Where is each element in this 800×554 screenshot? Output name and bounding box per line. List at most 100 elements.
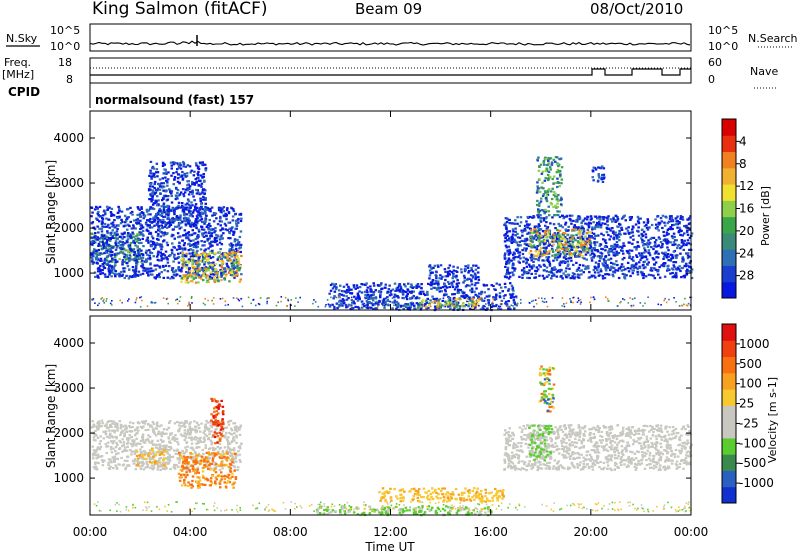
heatmap-cell [240,297,242,300]
heatmap-cell [220,269,223,273]
heatmap-cell [416,283,420,286]
heatmap-cell [176,218,179,221]
heatmap-cell [562,237,565,240]
heatmap-cell [560,166,564,169]
heatmap-cell [113,264,117,267]
heatmap-cell [582,237,585,240]
heatmap-cell [366,293,370,296]
heatmap-cell [513,307,516,310]
heatmap-cell [654,251,658,254]
heatmap-cell [120,210,124,213]
heatmap-cell [136,260,139,264]
heatmap-cell [200,277,203,280]
heatmap-cell [672,261,675,264]
heatmap-cell [616,253,619,256]
heatmap-cell [586,251,590,254]
heatmap-cell [574,275,577,278]
heatmap-cell [561,297,564,299]
heatmap-cell [142,269,145,272]
heatmap-cell [352,300,355,303]
heatmap-cell [510,259,513,262]
heatmap-cell [518,254,521,257]
heatmap-cell [580,229,583,232]
heatmap-cell [173,257,177,260]
colorbar-segment [722,151,736,169]
heatmap-cell [568,236,572,239]
heatmap-cell [134,268,137,271]
heatmap-cell [219,210,222,213]
heatmap-cell [188,209,191,213]
heatmap-cell [235,272,238,275]
heatmap-cell [197,170,200,174]
heatmap-cell [510,241,514,244]
heatmap-cell [626,251,630,254]
heatmap-cell [333,283,336,286]
heatmap-cell [603,276,607,280]
heatmap-cell [549,201,553,204]
heatmap-cell [167,225,171,228]
heatmap-cell [92,233,96,236]
heatmap-cell [118,215,121,218]
heatmap-cell [177,194,180,197]
heatmap-cell [133,251,136,254]
heatmap-cell [187,243,190,246]
heatmap-cell [517,256,520,259]
heatmap-cell [153,451,156,454]
heatmap-cell [226,258,230,261]
heatmap-cell [650,223,654,227]
heatmap-cell [674,255,678,258]
heatmap-cell [526,276,529,279]
heatmap-cell [202,163,205,166]
heatmap-cell [186,236,189,240]
heatmap-cell [216,223,220,226]
heatmap-cell [349,307,352,311]
heatmap-cell [198,212,202,215]
heatmap-cell [657,252,660,255]
heatmap-cell [558,242,561,245]
heatmap-cell [134,450,137,453]
heatmap-cell [280,300,282,303]
heatmap-cell [138,251,142,254]
heatmap-cell [667,232,670,236]
heatmap-cell [639,254,642,257]
heatmap-cell [572,219,575,222]
heatmap-cell [189,171,192,174]
heatmap-cell [126,233,130,236]
heatmap-cell [542,277,546,280]
heatmap-cell [451,285,455,288]
heatmap-cell [103,245,106,248]
heatmap-cell [95,217,98,220]
heatmap-cell [583,217,587,220]
heatmap-cell [456,291,459,294]
heatmap-cell [512,296,515,299]
heatmap-cell [552,268,555,271]
heatmap-cell [680,276,683,279]
heatmap-cell [568,267,571,270]
heatmap-cell [616,237,619,240]
heatmap-cell [516,243,520,247]
heatmap-cell [116,233,119,236]
heatmap-cell [111,225,114,228]
heatmap-cell [187,268,191,271]
noise-series-line [89,40,691,46]
heatmap-cell [432,282,436,285]
heatmap-cell [169,277,172,280]
heatmap-cell [434,307,437,310]
heatmap-cell [621,249,624,252]
heatmap-cell [207,280,210,283]
heatmap-cell [471,298,473,300]
heatmap-cell [206,276,209,279]
heatmap-cell [175,216,178,219]
heatmap-cell [196,214,200,217]
heatmap-cell [542,246,546,250]
heatmap-cell [224,300,227,303]
heatmap-cell [487,288,490,291]
heatmap-cell [96,237,99,240]
heatmap-cell [372,307,375,311]
heatmap-cell [652,274,655,277]
heatmap-cell [234,457,237,460]
heatmap-cell [569,219,572,222]
heatmap-cell [629,236,632,239]
